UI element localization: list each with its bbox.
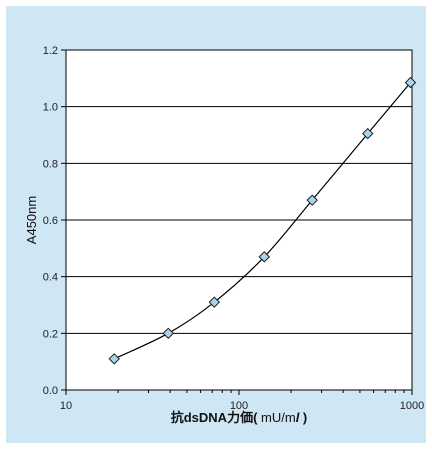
y-axis-ticks: 0.0 0.2 0.4 0.6 0.8 1.0 1.2 bbox=[43, 45, 66, 397]
y-tick-label: 1.0 bbox=[43, 102, 58, 114]
y-tick-label: 0.2 bbox=[43, 328, 58, 340]
x-axis-title-prefix: 抗dsDNA力価( bbox=[171, 410, 258, 425]
y-tick-label: 0.6 bbox=[43, 215, 58, 227]
data-point-marker bbox=[404, 76, 417, 89]
data-point-marker bbox=[208, 296, 221, 308]
x-tick-label: 10 bbox=[60, 400, 72, 412]
y-axis-title: A450nm bbox=[24, 196, 39, 244]
data-point-marker bbox=[108, 353, 120, 365]
y-tick-label: 0.8 bbox=[43, 158, 58, 170]
x-axis-title-unit: mU/m bbox=[257, 410, 295, 425]
y-tick-label: 0.4 bbox=[43, 272, 58, 284]
y-tick-label: 1.2 bbox=[43, 45, 58, 57]
data-point-marker bbox=[258, 251, 270, 263]
x-axis-ticks: 10 100 1000 bbox=[60, 390, 424, 412]
gridlines bbox=[66, 106, 412, 334]
data-point-marker bbox=[306, 194, 318, 206]
x-axis-title-unit-l: l bbox=[296, 410, 300, 425]
data-point-marker bbox=[162, 327, 174, 340]
x-tick-label: 100 bbox=[230, 400, 248, 412]
data-point-marker bbox=[362, 127, 374, 140]
y-tick-label: 0.0 bbox=[43, 385, 58, 397]
x-tick-label: 1000 bbox=[400, 400, 424, 412]
chart-frame: 0.0 0.2 0.4 0.6 0.8 1.0 1.2 10 100 1000 A450nm 抗… bbox=[6, 6, 426, 443]
x-axis-title: 抗dsDNA力価( mU/ml ) bbox=[171, 410, 308, 425]
chart-svg: 0.0 0.2 0.4 0.6 0.8 1.0 1.2 10 100 1000 A450nm 抗… bbox=[6, 6, 426, 443]
series-layer bbox=[108, 76, 417, 365]
x-axis-title-suffix: ) bbox=[299, 410, 307, 425]
